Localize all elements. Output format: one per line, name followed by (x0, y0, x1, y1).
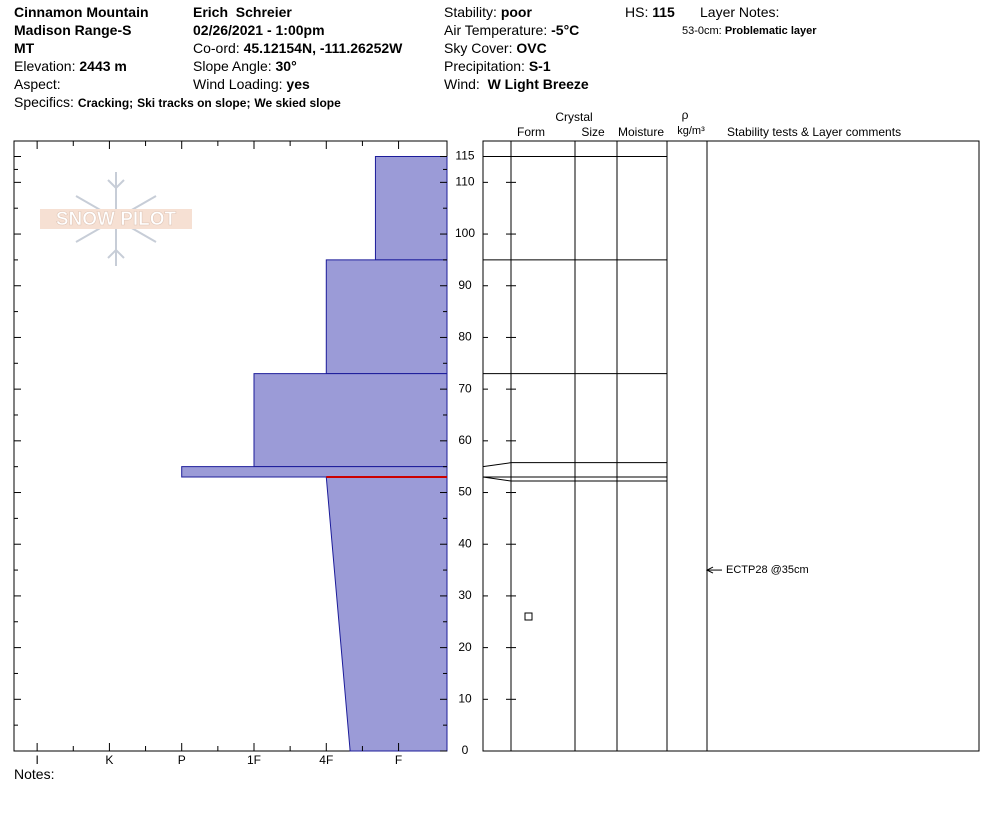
layer-boundary (482, 476, 667, 482)
y-tick-label: 110 (455, 175, 474, 189)
value: S-1 (528, 58, 551, 74)
y-tick-label: 10 (458, 691, 472, 705)
x-tick-label: F (395, 753, 402, 767)
layer-boundary (482, 462, 667, 468)
column-header: kg/m³ (677, 125, 705, 137)
value: -5°C (551, 22, 580, 38)
y-tick-label: 115 (455, 149, 474, 163)
field: Elevation: 2443 m (14, 57, 127, 75)
field: HS: 115 (625, 3, 675, 21)
hardness-layer (325, 259, 448, 375)
y-tick-label: 50 (458, 485, 472, 499)
label: Air Temperature: (444, 22, 548, 38)
value: yes (286, 76, 310, 92)
label: Co-ord: (193, 40, 240, 56)
datetime: 02/26/2021 - 1:00pm (193, 22, 325, 38)
column-header: Form (517, 125, 545, 139)
label: HS: (625, 4, 649, 20)
observer: Erich Schreier (193, 4, 292, 20)
x-tick-label: 4F (319, 753, 333, 767)
layer-frame (482, 140, 980, 752)
column-header: Size (581, 125, 605, 139)
y-tick-label: 30 (458, 588, 472, 602)
label: Elevation: (14, 58, 76, 74)
column-header: Crystal (555, 110, 592, 124)
column-header: ρ (682, 108, 689, 122)
arrow-head (705, 566, 714, 574)
range: 53-0cm: (682, 25, 722, 37)
hardness-layer (325, 476, 448, 752)
y-tick-label: 40 (458, 536, 472, 550)
range: Madison Range-S (14, 22, 132, 38)
field: Stability: poor (444, 3, 532, 21)
note: Problematic layer (724, 25, 817, 37)
label: Layer Notes: (700, 4, 780, 20)
layer-note: 53-0cm: Problematic layer (682, 22, 817, 40)
label: Stability: (444, 4, 497, 20)
field: Precipitation: S-1 (444, 57, 551, 75)
y-tick-label: 90 (458, 278, 472, 292)
value: OVC (516, 40, 547, 56)
hardness-layer (181, 466, 448, 478)
field: Aspect: (14, 75, 61, 93)
field: Wind: W Light Breeze (444, 75, 589, 93)
x-tick-label: P (178, 753, 186, 767)
column-header: Moisture (618, 125, 664, 139)
y-tick-label: 100 (455, 226, 475, 240)
field: Layer Notes: (700, 3, 779, 21)
state: MT (14, 40, 35, 56)
test-label: ECTP28 @35cm (726, 564, 809, 576)
label: Sky Cover: (444, 40, 513, 56)
value: 115 (652, 4, 675, 20)
column-lines (510, 141, 708, 751)
y-tick-label: 20 (458, 640, 472, 654)
value: Cracking; (77, 96, 134, 110)
notes-label: Notes: (14, 766, 55, 782)
value: W Light Breeze (487, 76, 589, 92)
x-tick-label: K (105, 753, 113, 767)
hardness-layer (374, 156, 448, 261)
label: Precipitation: (444, 58, 525, 74)
field: Air Temperature: -5°C (444, 21, 579, 39)
grain-form-symbol (524, 612, 533, 621)
y-tick-label: 70 (458, 381, 472, 395)
value: We skied slope (254, 96, 341, 110)
field: Specifics: Cracking; Ski tracks on slope… (14, 93, 341, 112)
x-tick-label: 1F (247, 753, 261, 767)
location: Madison Range-S (14, 21, 131, 39)
value: poor (500, 4, 532, 20)
column-header: Stability tests & Layer comments (727, 125, 901, 139)
y-tick-label: 80 (458, 330, 472, 344)
value: 2443 m (79, 58, 127, 74)
label: Wind: (444, 76, 480, 92)
location: Cinnamon Mountain (14, 3, 149, 21)
location: MT (14, 39, 34, 57)
label: Aspect: (14, 76, 61, 92)
label: Wind Loading: (193, 76, 283, 92)
logo-text: SNOW PILOT (56, 209, 177, 230)
notes: Notes: (14, 765, 54, 783)
x-tick-label: I (35, 753, 38, 767)
logo: SNOW PILOT (40, 172, 192, 266)
hardness-layer (253, 373, 448, 468)
label: Specifics: (14, 94, 74, 110)
y-tick-label: 60 (458, 433, 472, 447)
field: Sky Cover: OVC (444, 39, 547, 57)
mountain: Cinnamon Mountain (14, 4, 149, 20)
field: Wind Loading: yes (193, 75, 310, 93)
field: Slope Angle: 30° (193, 57, 297, 75)
field: 02/26/2021 - 1:00pm (193, 21, 325, 39)
value: 45.12154N, -111.26252W (243, 40, 403, 56)
y-tick-label: 0 (462, 743, 469, 757)
value: Ski tracks on slope; (137, 96, 251, 110)
label: Slope Angle: (193, 58, 272, 74)
value: 30° (275, 58, 297, 74)
field: Erich Schreier (193, 3, 292, 21)
field: Co-ord: 45.12154N, -111.26252W (193, 39, 402, 57)
